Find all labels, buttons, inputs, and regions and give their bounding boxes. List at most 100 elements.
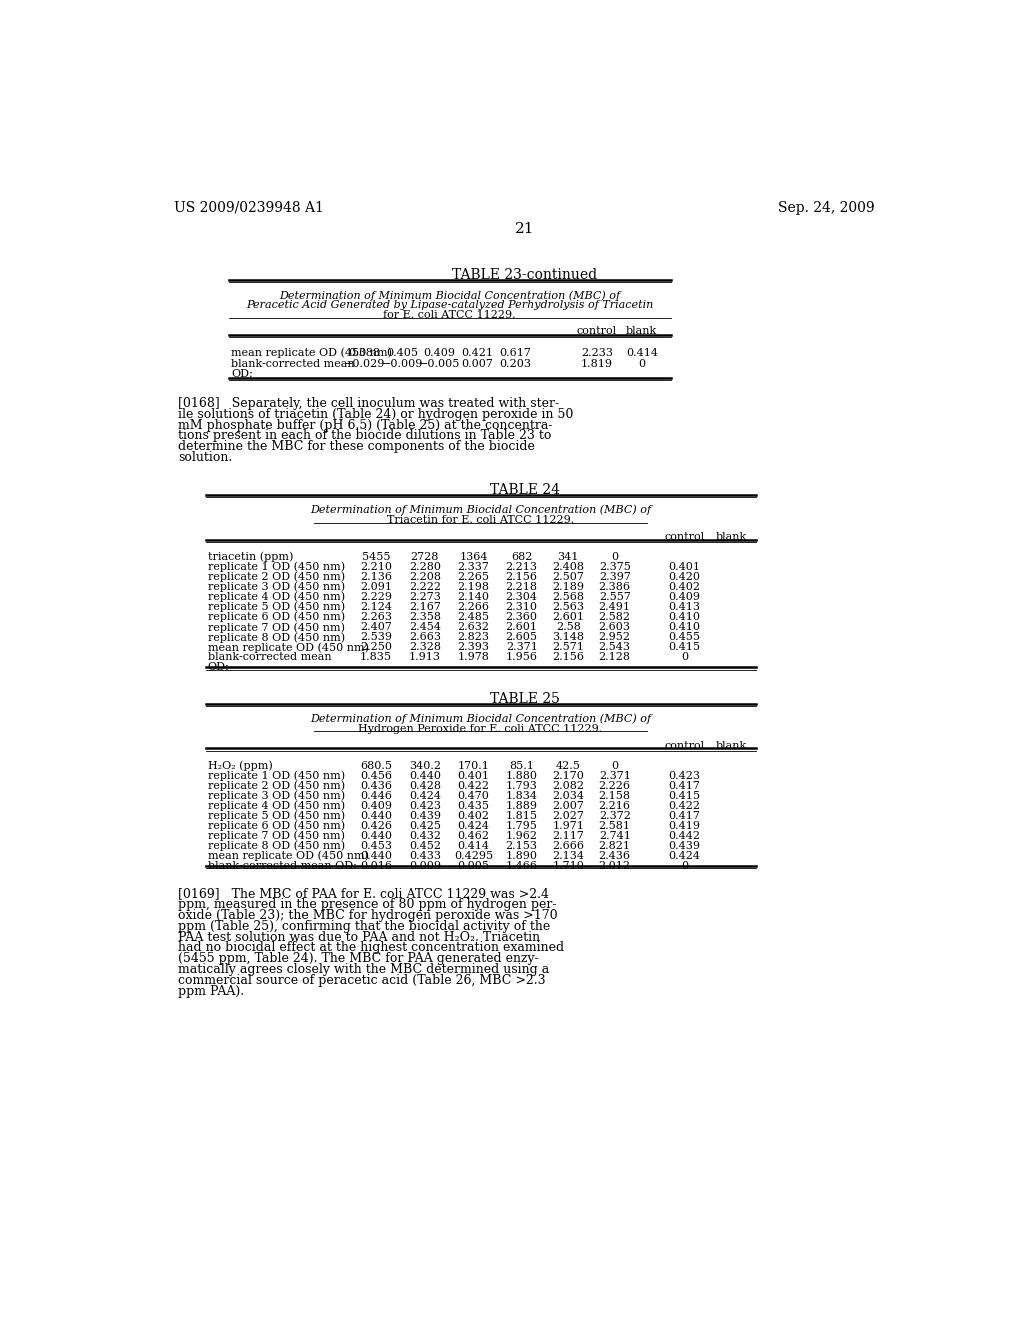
Text: 2.563: 2.563 xyxy=(552,602,585,612)
Text: 0.435: 0.435 xyxy=(458,800,489,810)
Text: 0.409: 0.409 xyxy=(360,800,392,810)
Text: 2.632: 2.632 xyxy=(458,622,489,632)
Text: 21: 21 xyxy=(515,222,535,235)
Text: replicate 1 OD (450 nm): replicate 1 OD (450 nm) xyxy=(208,771,345,781)
Text: 2.263: 2.263 xyxy=(360,612,392,622)
Text: 2.539: 2.539 xyxy=(360,632,392,642)
Text: replicate 2 OD (450 nm): replicate 2 OD (450 nm) xyxy=(208,780,345,791)
Text: 2.304: 2.304 xyxy=(506,591,538,602)
Text: H₂O₂ (ppm): H₂O₂ (ppm) xyxy=(208,760,272,771)
Text: replicate 7 OD (450 nm): replicate 7 OD (450 nm) xyxy=(208,830,345,841)
Text: 0.410: 0.410 xyxy=(669,612,700,622)
Text: 0.4295: 0.4295 xyxy=(454,850,494,861)
Text: −0.009: −0.009 xyxy=(382,359,423,368)
Text: 0.462: 0.462 xyxy=(458,830,489,841)
Text: 682: 682 xyxy=(511,552,532,562)
Text: matically agrees closely with the MBC determined using a: matically agrees closely with the MBC de… xyxy=(178,964,550,975)
Text: 0.413: 0.413 xyxy=(669,602,700,612)
Text: mean replicate OD (450 nm): mean replicate OD (450 nm) xyxy=(208,642,369,652)
Text: 85.1: 85.1 xyxy=(509,760,535,771)
Text: 1.834: 1.834 xyxy=(506,791,538,800)
Text: 0.424: 0.424 xyxy=(669,850,700,861)
Text: 2.507: 2.507 xyxy=(552,572,584,582)
Text: 1364: 1364 xyxy=(460,552,487,562)
Text: 1.889: 1.889 xyxy=(506,800,538,810)
Text: 2.233: 2.233 xyxy=(581,348,613,358)
Text: 2.557: 2.557 xyxy=(599,591,631,602)
Text: 2.601: 2.601 xyxy=(506,622,538,632)
Text: 0.426: 0.426 xyxy=(360,821,392,830)
Text: 0.401: 0.401 xyxy=(458,771,489,780)
Text: [0169]   The MBC of PAA for E. coli ATCC 11229 was >2.4: [0169] The MBC of PAA for E. coli ATCC 1… xyxy=(178,887,549,900)
Text: blank-corrected mean: blank-corrected mean xyxy=(231,359,354,368)
Text: 2.407: 2.407 xyxy=(360,622,392,632)
Text: 1.710: 1.710 xyxy=(552,861,584,871)
Text: 2.208: 2.208 xyxy=(409,572,440,582)
Text: 0.203: 0.203 xyxy=(500,359,531,368)
Text: 0.402: 0.402 xyxy=(458,810,489,821)
Text: TABLE 24: TABLE 24 xyxy=(489,483,560,498)
Text: 0.402: 0.402 xyxy=(669,582,700,591)
Text: 2.605: 2.605 xyxy=(506,632,538,642)
Text: 2.491: 2.491 xyxy=(599,602,631,612)
Text: 1.835: 1.835 xyxy=(360,652,392,661)
Text: 0.456: 0.456 xyxy=(360,771,392,780)
Text: 2.216: 2.216 xyxy=(599,800,631,810)
Text: commercial source of peracetic acid (Table 26, MBC >2.3: commercial source of peracetic acid (Tab… xyxy=(178,974,546,987)
Text: oxide (Table 23); the MBC for hydrogen peroxide was >170: oxide (Table 23); the MBC for hydrogen p… xyxy=(178,909,558,923)
Text: replicate 1 OD (450 nm): replicate 1 OD (450 nm) xyxy=(208,562,345,573)
Text: Triacetin for E. coli ATCC 11229.: Triacetin for E. coli ATCC 11229. xyxy=(387,515,574,525)
Text: triacetin (ppm): triacetin (ppm) xyxy=(208,552,293,562)
Text: blank-corrected mean: blank-corrected mean xyxy=(208,652,332,661)
Text: 2.666: 2.666 xyxy=(552,841,585,850)
Text: TABLE 23-continued: TABLE 23-continued xyxy=(453,268,597,281)
Text: 0.420: 0.420 xyxy=(669,572,700,582)
Text: Determination of Minimum Biocidal Concentration (MBC) of: Determination of Minimum Biocidal Concen… xyxy=(310,714,651,725)
Text: [0168]   Separately, the cell inoculum was treated with ster-: [0168] Separately, the cell inoculum was… xyxy=(178,397,559,411)
Text: had no biocidal effect at the highest concentration examined: had no biocidal effect at the highest co… xyxy=(178,941,564,954)
Text: 2.218: 2.218 xyxy=(506,582,538,591)
Text: mM phosphate buffer (pH 6.5) (Table 25) at the concentra-: mM phosphate buffer (pH 6.5) (Table 25) … xyxy=(178,418,553,432)
Text: replicate 8 OD (450 nm): replicate 8 OD (450 nm) xyxy=(208,841,345,851)
Text: for E. coli ATCC 11229.: for E. coli ATCC 11229. xyxy=(383,310,516,319)
Text: 1.978: 1.978 xyxy=(458,652,489,661)
Text: 0.401: 0.401 xyxy=(669,562,700,572)
Text: 2.266: 2.266 xyxy=(458,602,489,612)
Text: 2.007: 2.007 xyxy=(552,800,584,810)
Text: TABLE 25: TABLE 25 xyxy=(489,692,560,706)
Text: 2.543: 2.543 xyxy=(599,642,631,652)
Text: blank: blank xyxy=(627,326,657,337)
Text: 2.189: 2.189 xyxy=(552,582,585,591)
Text: 42.5: 42.5 xyxy=(556,760,581,771)
Text: replicate 5 OD (450 nm): replicate 5 OD (450 nm) xyxy=(208,810,345,821)
Text: 2.034: 2.034 xyxy=(552,791,585,800)
Text: 2.371: 2.371 xyxy=(599,771,631,780)
Text: 1.793: 1.793 xyxy=(506,780,538,791)
Text: 2.337: 2.337 xyxy=(458,562,489,572)
Text: replicate 2 OD (450 nm): replicate 2 OD (450 nm) xyxy=(208,572,345,582)
Text: 1.819: 1.819 xyxy=(581,359,613,368)
Text: 2.124: 2.124 xyxy=(360,602,392,612)
Text: 0.421: 0.421 xyxy=(461,348,493,358)
Text: 0.428: 0.428 xyxy=(409,780,440,791)
Text: 0.425: 0.425 xyxy=(409,821,440,830)
Text: 2.117: 2.117 xyxy=(552,830,584,841)
Text: 0.016: 0.016 xyxy=(360,861,392,871)
Text: control: control xyxy=(665,532,705,541)
Text: 0.417: 0.417 xyxy=(669,810,700,821)
Text: 2.136: 2.136 xyxy=(360,572,392,582)
Text: 1.956: 1.956 xyxy=(506,652,538,661)
Text: 1.890: 1.890 xyxy=(506,850,538,861)
Text: 2.823: 2.823 xyxy=(458,632,489,642)
Text: 2.581: 2.581 xyxy=(599,821,631,830)
Text: 0.440: 0.440 xyxy=(360,830,392,841)
Text: 0.424: 0.424 xyxy=(409,791,440,800)
Text: ile solutions of triacetin (Table 24) or hydrogen peroxide in 50: ile solutions of triacetin (Table 24) or… xyxy=(178,408,573,421)
Text: 0.432: 0.432 xyxy=(409,830,440,841)
Text: 0.470: 0.470 xyxy=(458,791,489,800)
Text: 2.226: 2.226 xyxy=(599,780,631,791)
Text: 2.134: 2.134 xyxy=(552,850,585,861)
Text: tions present in each of the biocide dilutions in Table 23 to: tions present in each of the biocide dil… xyxy=(178,429,552,442)
Text: 0: 0 xyxy=(638,359,645,368)
Text: 0.452: 0.452 xyxy=(409,841,440,850)
